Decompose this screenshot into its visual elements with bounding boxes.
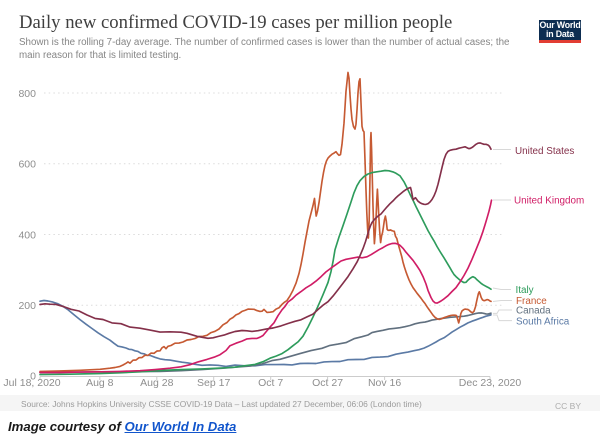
svg-text:Oct 7: Oct 7	[258, 377, 283, 389]
svg-text:Sep 17: Sep 17	[197, 377, 230, 389]
svg-text:Nov 16: Nov 16	[368, 377, 401, 389]
svg-text:Aug 8: Aug 8	[86, 377, 114, 389]
svg-text:200: 200	[18, 300, 36, 312]
svg-text:France: France	[516, 296, 547, 307]
svg-text:South Africa: South Africa	[516, 316, 570, 327]
svg-text:0: 0	[30, 370, 36, 382]
svg-text:Oct 27: Oct 27	[312, 377, 343, 389]
svg-text:United Kingdom: United Kingdom	[514, 196, 584, 207]
svg-text:Jul 18, 2020: Jul 18, 2020	[3, 377, 60, 389]
svg-text:Canada: Canada	[516, 306, 551, 317]
svg-text:800: 800	[18, 88, 36, 100]
svg-text:600: 600	[18, 159, 36, 171]
svg-text:Italy: Italy	[516, 285, 534, 296]
svg-text:United States: United States	[515, 146, 574, 157]
svg-text:Dec 23, 2020: Dec 23, 2020	[459, 377, 522, 389]
svg-text:Aug 28: Aug 28	[140, 377, 173, 389]
svg-text:400: 400	[18, 229, 36, 241]
